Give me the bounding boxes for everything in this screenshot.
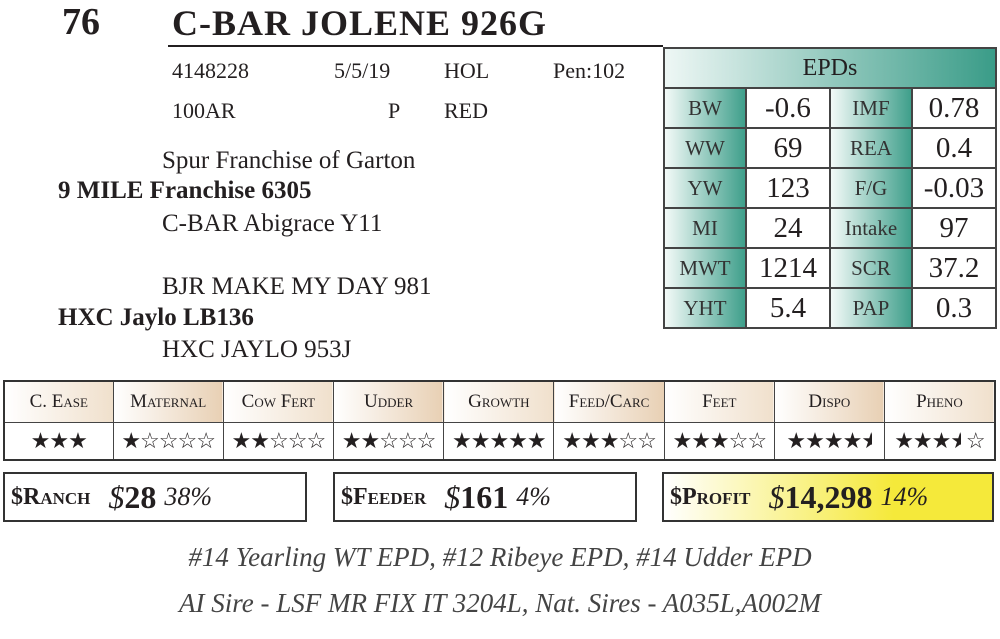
trait-stars: ★★★★★ <box>443 422 555 461</box>
lot-number: 76 <box>62 1 100 43</box>
epd-row: MWT 1214 SCR 37.2 <box>663 247 998 289</box>
trait-label: Maternal <box>112 380 224 423</box>
trait-stars: ★★★★★ <box>773 422 885 461</box>
id-code: 100AR <box>172 98 236 123</box>
epd-label: MI <box>663 207 747 249</box>
epd-label: F/G <box>828 167 913 209</box>
epd-value: 5.4 <box>744 287 831 329</box>
sire-sire: Spur Franchise of Garton <box>162 147 416 174</box>
profit-value: 14,298 <box>784 478 873 515</box>
footnote-rankings: #14 Yearling WT EPD, #12 Ribeye EPD, #14… <box>188 542 812 572</box>
sire: 9 MILE Franchise 6305 <box>58 177 312 204</box>
feeder-label: $Feeder <box>341 483 427 510</box>
sire-dam: C-BAR Abigrace Y11 <box>162 210 383 237</box>
trait-label: Feed/Carc <box>553 380 665 423</box>
birth-date: 5/5/19 <box>334 58 391 83</box>
dam: HXC Jaylo LB136 <box>58 304 254 331</box>
epd-label: IMF <box>828 87 913 129</box>
trait-label: Feet <box>663 380 775 423</box>
trait-label: Pheno <box>883 380 996 423</box>
registration-number: 4148228 <box>172 58 249 83</box>
epd-table: EPDs BW -0.6 IMF 0.78 WW 69 REA 0.4 YW 123 F/G -0.0… <box>663 47 998 329</box>
epd-label: WW <box>663 127 747 169</box>
trait-label: Dispo <box>773 380 885 423</box>
ranch-label: $Ranch <box>11 483 91 510</box>
trait-stars: ★★★☆☆ <box>663 422 775 461</box>
epd-row: YW 123 F/G -0.03 <box>663 167 998 209</box>
ranch-index: $Ranch $28 38% <box>3 472 307 522</box>
dollar-sign: $ <box>768 478 785 515</box>
epd-title: EPDs <box>663 47 997 89</box>
feeder-percentile: 4% <box>516 482 551 511</box>
epd-value: 69 <box>744 127 831 169</box>
epd-value: 123 <box>744 167 831 209</box>
epd-label: BW <box>663 87 747 129</box>
trait-stars: ★★☆☆☆ <box>332 422 445 461</box>
epd-label: MWT <box>663 247 747 289</box>
epd-row: YHT 5.4 PAP 0.3 <box>663 287 998 329</box>
epd-value: 0.78 <box>910 87 998 129</box>
ranch-value: 28 <box>124 478 157 515</box>
trait-label: Udder <box>332 380 445 423</box>
polled-status: P <box>388 98 401 123</box>
profit-percentile: 14% <box>880 482 929 511</box>
epd-value: 0.3 <box>910 287 998 329</box>
epd-label: YW <box>663 167 747 209</box>
profit-index: $Profit $14,298 14% <box>662 472 994 522</box>
trait-stars: ★☆☆☆☆ <box>112 422 224 461</box>
dam-sire: BJR MAKE MY DAY 981 <box>162 273 432 300</box>
epd-row: BW -0.6 IMF 0.78 <box>663 87 998 129</box>
epd-label: REA <box>828 127 913 169</box>
trait-label: Growth <box>443 380 555 423</box>
epd-label: SCR <box>828 247 913 289</box>
trait-label: C. Ease <box>3 380 114 423</box>
ranch-percentile: 38% <box>164 482 213 511</box>
trait-ratings-table: C. Ease Maternal Cow Fert Udder Growth Feed/C… <box>3 380 996 461</box>
animal-name: C-BAR JOLENE 926G <box>172 3 548 43</box>
feeder-value: 161 <box>460 478 509 515</box>
trait-label: Cow Fert <box>222 380 334 423</box>
epd-value: -0.03 <box>910 167 998 209</box>
epd-label: PAP <box>828 287 913 329</box>
pen: Pen:102 <box>553 58 626 83</box>
dollar-sign: $ <box>108 478 125 515</box>
feeder-index: $Feeder $161 4% <box>333 472 637 522</box>
dam-dam: HXC JAYLO 953J <box>162 336 352 363</box>
trait-stars: ★★★ <box>3 422 114 461</box>
epd-value: 24 <box>744 207 831 249</box>
epd-value: 1214 <box>744 247 831 289</box>
divider <box>168 45 663 47</box>
footnote-sires: AI Sire - LSF MR FIX IT 3204L, Nat. Sire… <box>179 588 821 618</box>
epd-row: WW 69 REA 0.4 <box>663 127 998 169</box>
profit-label: $Profit <box>670 483 751 510</box>
dollar-sign: $ <box>444 478 461 515</box>
epd-label: YHT <box>663 287 747 329</box>
trait-stars: ★★☆☆☆ <box>222 422 334 461</box>
tattoo: HOL <box>444 58 490 83</box>
epd-value: 97 <box>910 207 998 249</box>
trait-stars: ★★★★ ☆ <box>883 422 996 461</box>
epd-value: 37.2 <box>910 247 998 289</box>
color: RED <box>444 98 488 123</box>
epd-value: 0.4 <box>910 127 998 169</box>
epd-row: MI 24 Intake 97 <box>663 207 998 249</box>
epd-label: Intake <box>828 207 913 249</box>
trait-stars: ★★★☆☆ <box>553 422 665 461</box>
epd-value: -0.6 <box>744 87 831 129</box>
